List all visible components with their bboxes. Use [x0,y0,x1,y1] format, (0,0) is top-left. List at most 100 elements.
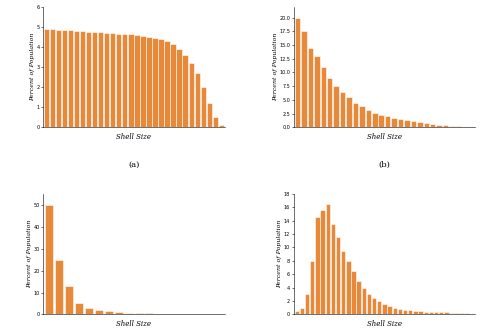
Bar [456,126,461,127]
Bar [398,119,403,127]
Bar [308,48,313,127]
Bar [417,122,422,127]
Bar [305,294,309,314]
Bar [92,32,97,127]
Bar [351,271,356,314]
Bar [300,308,304,314]
Bar [404,120,410,127]
Bar [444,312,448,314]
X-axis label: Shell Size: Shell Size [117,320,152,328]
Bar [367,294,371,314]
Bar [391,118,397,127]
Bar [423,312,428,314]
Bar [361,288,366,314]
Bar [372,298,376,314]
Bar [134,35,140,127]
Bar [403,310,407,314]
Bar [153,38,157,127]
Bar [439,312,444,314]
Bar [125,313,133,314]
Bar [449,313,454,314]
Bar [341,251,346,314]
Bar [331,224,335,314]
Bar [449,126,455,127]
Bar [408,310,412,314]
Bar [105,311,113,314]
Text: (a): (a) [128,161,140,169]
Bar [434,312,438,314]
Bar [218,125,224,127]
Bar [116,33,121,127]
Bar [158,39,164,127]
Bar [55,260,63,314]
Bar [146,37,152,127]
Bar [115,312,123,314]
Bar [155,313,163,314]
Bar [398,309,402,314]
Bar [182,55,188,127]
Bar [443,125,448,127]
Bar [122,34,128,127]
Bar [201,87,205,127]
Bar [177,49,181,127]
Y-axis label: Percent of Population: Percent of Population [30,33,35,101]
Bar [419,311,423,314]
Bar [430,124,435,127]
Bar [411,121,416,127]
Bar [50,29,55,127]
Bar [429,312,433,314]
Bar [436,124,442,127]
Bar [62,30,67,127]
Bar [357,281,361,314]
Bar [325,204,330,314]
Bar [465,313,469,314]
Bar [95,310,103,314]
Bar [382,305,386,314]
Bar [75,304,84,314]
Bar [295,18,300,127]
Bar [170,44,176,127]
Bar [295,311,299,314]
Y-axis label: Percent of Population: Percent of Population [27,220,32,288]
Bar [65,286,73,314]
Bar [353,103,358,127]
Bar [334,86,339,127]
Bar [346,97,352,127]
Bar [104,33,109,127]
Bar [372,113,378,127]
Bar [194,73,200,127]
Text: (b): (b) [379,161,390,169]
X-axis label: Shell Size: Shell Size [367,133,402,141]
Bar [314,56,320,127]
Bar [135,313,143,314]
Bar [315,217,320,314]
Bar [128,34,133,127]
Bar [141,36,145,127]
X-axis label: Shell Size: Shell Size [117,133,152,141]
Bar [423,123,429,127]
Bar [321,67,326,127]
Bar [74,31,79,127]
Bar [56,29,61,127]
Bar [366,110,371,127]
Bar [455,313,459,314]
Bar [68,30,73,127]
Bar [206,103,212,127]
Y-axis label: Percent of Population: Percent of Population [273,33,278,101]
Bar [346,261,350,314]
Bar [144,313,153,314]
Bar [165,41,169,127]
Bar [359,107,365,127]
Bar [340,92,345,127]
Bar [45,205,53,314]
Bar [385,117,390,127]
Bar [387,307,392,314]
Bar [379,115,384,127]
Bar [80,31,85,127]
Bar [310,261,314,314]
Bar [213,117,217,127]
Bar [320,211,325,314]
Bar [377,301,382,314]
Bar [327,78,333,127]
Bar [462,126,468,127]
